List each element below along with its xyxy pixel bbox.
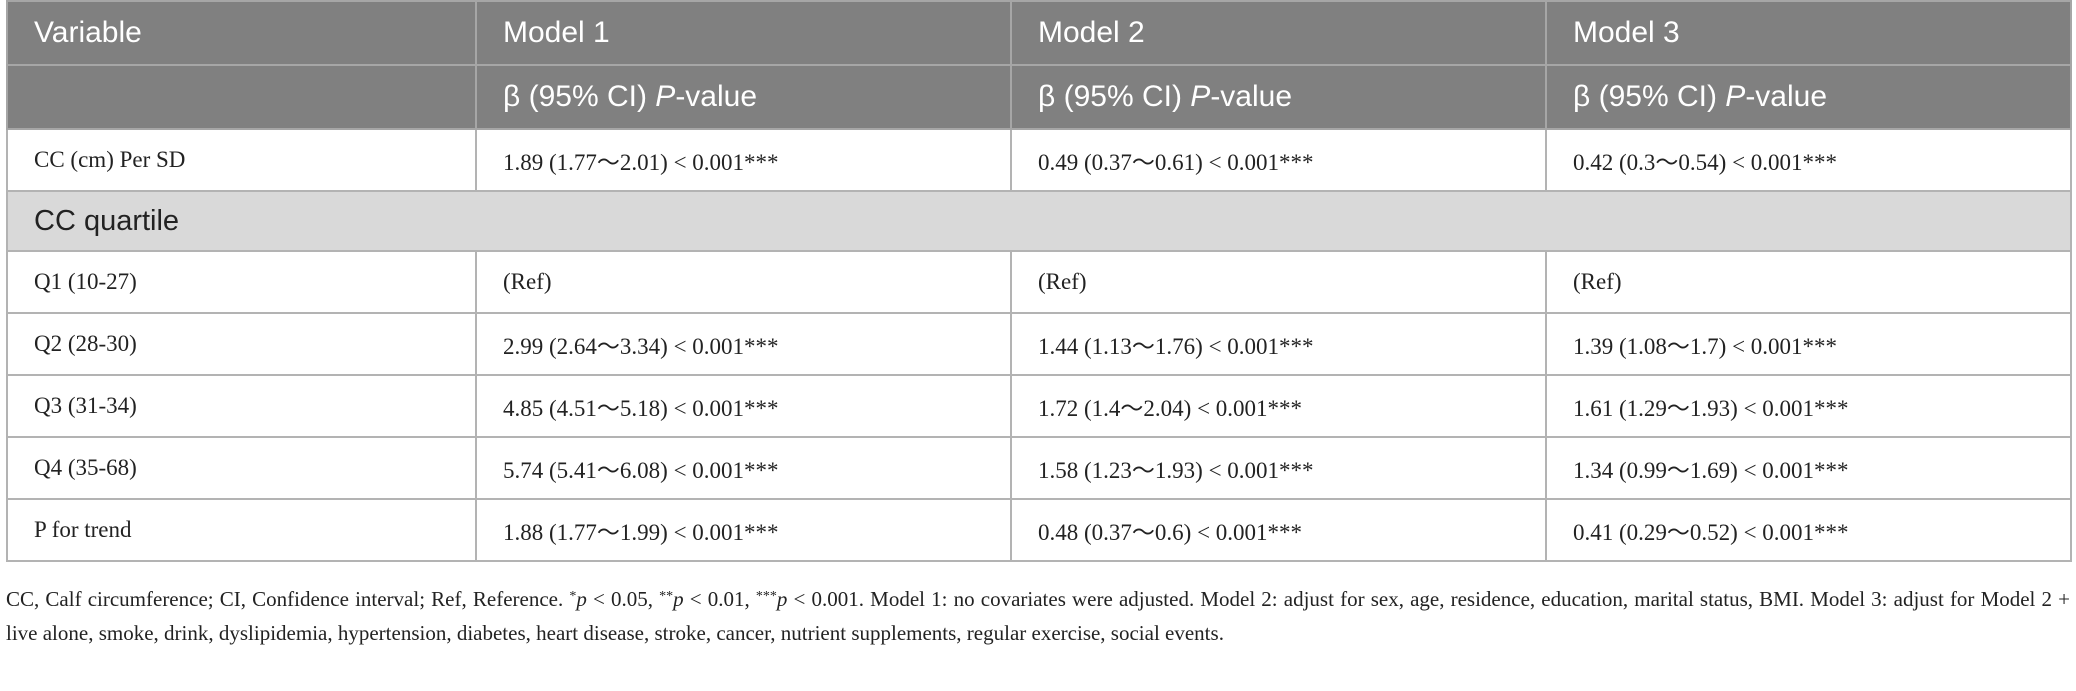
header-cell [6,64,477,130]
header-text: P [1725,80,1746,113]
footnote-text: < 0.05, [586,587,660,611]
cell: 1.39 (1.08～1.7) < 0.001*** [1545,312,2072,376]
row-label: P for trend [6,498,477,562]
cell: 0.49 (0.37～0.61) < 0.001*** [1010,128,1547,192]
cell: (Ref) [475,250,1012,314]
cell: 2.99 (2.64～3.34) < 0.001*** [475,312,1012,376]
header-text: -value [675,80,758,113]
data-row: Q4 (35-68) 5.74 (5.41～6.08) < 0.001*** 1.5… [6,436,2072,500]
footnote-italic: p [673,587,684,611]
cell: 0.48 (0.37～0.6) < 0.001*** [1010,498,1547,562]
cell: 1.88 (1.77～1.99) < 0.001*** [475,498,1012,562]
footnote-italic: p [776,587,788,611]
footnote-text: < 0.001. Model 1: no covariates were adj… [6,587,2071,645]
header-cell: β (95% CI) P-value [1545,64,2072,130]
header-text: β (95% CI) [503,80,656,113]
header-text: P [655,80,676,113]
cell: 0.42 (0.3～0.54) < 0.001*** [1545,128,2072,192]
cell: 1.61 (1.29～1.93) < 0.001*** [1545,374,2072,438]
header-cell: Model 2 [1010,0,1547,66]
row-label: Q2 (28-30) [6,312,477,376]
header-cell: β (95% CI) P-value [475,64,1012,130]
footnote-text: < 0.01, [683,587,756,611]
footnote-sup: ** [659,589,674,604]
row-label: CC quartile [6,190,2072,252]
cell: 1.89 (1.77～2.01) < 0.001*** [475,128,1012,192]
cell: 5.74 (5.41～6.08) < 0.001*** [475,436,1012,500]
data-row: Q1 (10-27) (Ref) (Ref) (Ref) [6,250,2072,314]
header-cell: β (95% CI) P-value [1010,64,1547,130]
header-text: -value [1210,80,1293,113]
cell: (Ref) [1545,250,2072,314]
cell: (Ref) [1010,250,1547,314]
row-label: CC (cm) Per SD [6,128,477,192]
row-label: Q4 (35-68) [6,436,477,500]
header-row: Variable Model 1 Model 2 Model 3 [6,0,2072,66]
header-text: P [1190,80,1211,113]
footnote-text: CC, Calf circumference; CI, Confidence i… [6,587,570,611]
subheader-row: β (95% CI) P-value β (95% CI) P-value β (9… [6,64,2072,130]
header-text: β (95% CI) [1573,80,1726,113]
data-row: CC (cm) Per SD 1.89 (1.77～2.01) < 0.001**… [6,128,2072,192]
data-row: Q2 (28-30) 2.99 (2.64～3.34) < 0.001*** 1.4… [6,312,2072,376]
footnote-sup: * [569,589,577,604]
data-row: P for trend 1.88 (1.77～1.99) < 0.001*** 0.… [6,498,2072,562]
data-row: Q3 (31-34) 4.85 (4.51～5.18) < 0.001*** 1.7… [6,374,2072,438]
header-text: -value [1745,80,1828,113]
header-text: β (95% CI) [1038,80,1191,113]
header-cell: Variable [6,0,477,66]
row-label: Q1 (10-27) [6,250,477,314]
cell: 1.58 (1.23～1.93) < 0.001*** [1010,436,1547,500]
cell: 1.34 (0.99～1.69) < 0.001*** [1545,436,2072,500]
footnote: CC, Calf circumference; CI, Confidence i… [6,580,2070,650]
footnote-sup: *** [755,589,777,604]
footnote-italic: p [576,587,587,611]
cell: 1.44 (1.13～1.76) < 0.001*** [1010,312,1547,376]
header-cell: Model 1 [475,0,1012,66]
cell: 4.85 (4.51～5.18) < 0.001*** [475,374,1012,438]
row-label: Q3 (31-34) [6,374,477,438]
section-row: CC quartile [6,190,2072,252]
cell: 0.41 (0.29～0.52) < 0.001*** [1545,498,2072,562]
cell: 1.72 (1.4～2.04) < 0.001*** [1010,374,1547,438]
header-cell: Model 3 [1545,0,2072,66]
